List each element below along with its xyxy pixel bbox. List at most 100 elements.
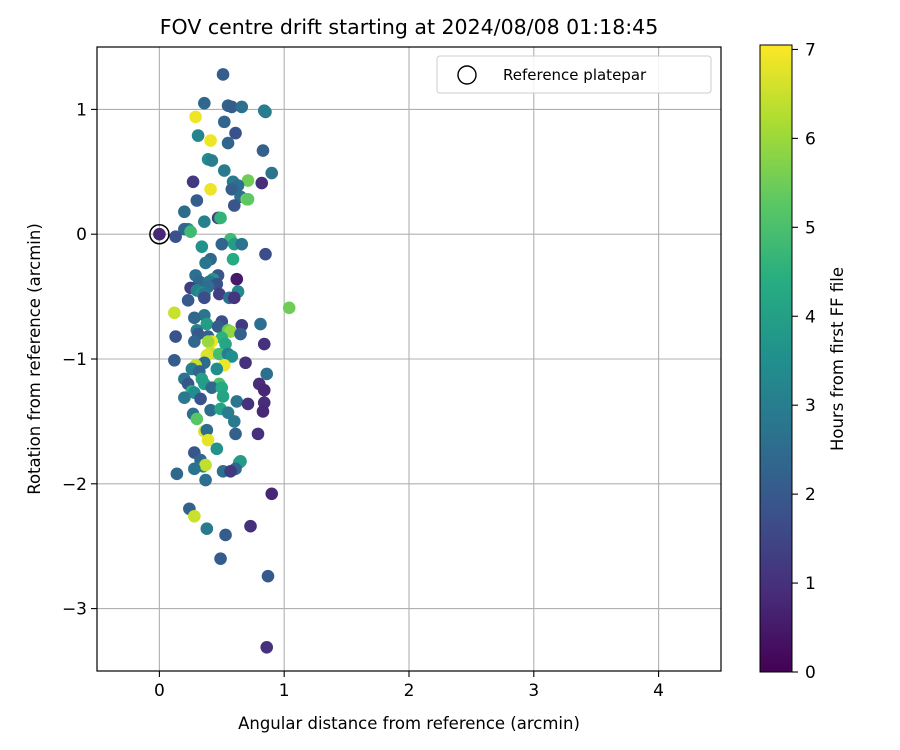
data-point — [224, 325, 237, 338]
data-point — [211, 320, 225, 333]
data-point — [239, 356, 252, 370]
data-point — [195, 240, 209, 253]
y-tick-label: −3 — [62, 600, 87, 620]
data-point — [153, 227, 166, 241]
data-point — [200, 317, 214, 331]
y-tick-label: 0 — [76, 225, 87, 245]
data-point — [199, 256, 212, 270]
data-point — [199, 458, 212, 472]
legend: Reference platepar — [436, 55, 712, 94]
data-point — [198, 291, 211, 305]
colorbar-tick-label: 1 — [805, 574, 816, 594]
data-point — [214, 211, 227, 225]
data-point — [257, 104, 271, 117]
x-axis-ticks: 0 1 2 3 4 — [154, 671, 664, 701]
data-point — [191, 129, 205, 142]
data-point — [229, 126, 242, 140]
data-point — [251, 427, 265, 441]
data-point — [198, 96, 211, 110]
y-tick-label: 1 — [76, 100, 87, 120]
data-point — [204, 182, 217, 196]
data-point — [168, 306, 181, 320]
data-point — [241, 397, 255, 411]
data-point — [199, 473, 212, 487]
x-tick-label: 0 — [154, 681, 165, 701]
x-tick-label: 2 — [404, 681, 415, 701]
data-point — [241, 192, 255, 206]
colorbar-tick-label: 0 — [805, 663, 816, 683]
data-point — [226, 252, 240, 266]
data-point — [257, 383, 271, 397]
data-point — [170, 467, 184, 481]
data-point — [235, 100, 249, 114]
data-point — [188, 335, 201, 348]
data-point — [216, 68, 230, 81]
data-point — [265, 487, 279, 501]
data-point — [257, 337, 271, 351]
colorbar-ticks: 0 1 2 3 4 5 6 7 — [792, 40, 816, 683]
x-axis-label: Angular distance from reference (arcmin) — [238, 714, 580, 733]
chart-title: FOV centre drift starting at 2024/08/08 … — [160, 15, 659, 39]
data-point — [201, 433, 215, 447]
data-point — [210, 442, 224, 456]
data-point — [204, 403, 217, 417]
legend-box — [436, 55, 712, 94]
data-point — [201, 335, 215, 348]
data-point — [217, 164, 231, 177]
data-point — [227, 415, 241, 428]
data-point — [181, 294, 195, 307]
data-point — [190, 194, 204, 207]
x-tick-label: 3 — [528, 681, 539, 701]
data-point — [235, 237, 249, 251]
data-point — [178, 205, 191, 219]
data-point — [229, 427, 242, 441]
colorbar: 0 1 2 3 4 5 6 7 Hours from first FF file — [759, 40, 847, 683]
data-point — [215, 237, 229, 251]
data-point — [178, 391, 191, 404]
data-point — [234, 327, 247, 341]
colorbar-label: Hours from first FF file — [828, 267, 847, 451]
data-point — [198, 215, 211, 229]
data-point — [265, 166, 279, 180]
data-point — [169, 330, 182, 343]
legend-marker-reference — [457, 65, 477, 85]
colorbar-tick-label: 2 — [805, 485, 816, 505]
data-point — [190, 412, 204, 426]
data-point — [217, 115, 231, 129]
colorbar-gradient — [759, 44, 793, 673]
y-tick-label: −2 — [62, 475, 87, 495]
data-point — [213, 347, 226, 361]
grid-lines — [97, 47, 721, 671]
data-point — [221, 136, 235, 150]
data-point — [260, 367, 274, 381]
data-point — [244, 519, 257, 533]
data-point — [259, 247, 272, 261]
data-points — [153, 68, 296, 654]
data-point — [261, 569, 275, 583]
x-tick-label: 4 — [653, 681, 664, 701]
data-point — [227, 199, 241, 212]
x-tick-label: 1 — [279, 681, 290, 701]
data-point — [184, 225, 197, 239]
data-point — [255, 176, 269, 190]
colorbar-tick-label: 4 — [805, 307, 816, 327]
data-point — [219, 528, 232, 542]
data-point — [186, 175, 200, 189]
data-point — [282, 301, 296, 315]
data-point — [260, 640, 274, 654]
data-point — [214, 552, 227, 565]
data-point — [188, 462, 201, 476]
data-point — [219, 337, 232, 351]
data-point — [216, 390, 230, 403]
data-point — [188, 509, 201, 523]
data-point — [204, 134, 217, 147]
data-point — [200, 522, 214, 536]
data-point — [230, 395, 244, 408]
colorbar-tick-label: 6 — [805, 129, 816, 149]
data-point — [225, 182, 239, 196]
colorbar-tick-label: 3 — [805, 396, 816, 416]
data-point — [254, 317, 267, 331]
data-point — [194, 392, 207, 406]
data-point — [221, 406, 235, 419]
data-point — [200, 423, 214, 437]
